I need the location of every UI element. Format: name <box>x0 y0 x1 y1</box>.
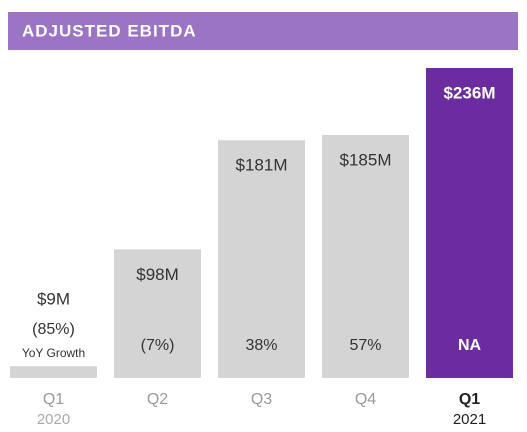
value-label: $185M <box>340 150 392 169</box>
x-tick-label: Q1 <box>43 391 64 408</box>
bar <box>218 140 305 378</box>
growth-label: (85%) <box>32 321 75 338</box>
title-banner <box>8 12 518 50</box>
growth-title: YoY Growth <box>22 346 85 360</box>
bar <box>322 134 409 378</box>
bar <box>426 68 513 378</box>
x-tick-label: Q3 <box>251 391 272 408</box>
growth-label: (7%) <box>141 337 175 354</box>
x-tick-label: Q4 <box>355 391 376 408</box>
growth-label: 38% <box>245 337 277 354</box>
x-tick-year: 2020 <box>37 411 70 428</box>
x-tick-label: Q2 <box>147 391 168 408</box>
value-label: $98M <box>136 265 179 284</box>
growth-label: 57% <box>349 337 381 354</box>
x-tick-label: Q1 <box>459 391 480 408</box>
chart-title: ADJUSTED EBITDA <box>22 21 197 40</box>
value-label: $181M <box>236 156 288 175</box>
growth-label: NA <box>458 337 482 354</box>
x-tick-year: 2021 <box>453 411 486 428</box>
bar <box>114 249 201 378</box>
value-label: $9M <box>37 289 70 308</box>
bar <box>10 366 97 378</box>
value-label: $236M <box>444 83 496 102</box>
